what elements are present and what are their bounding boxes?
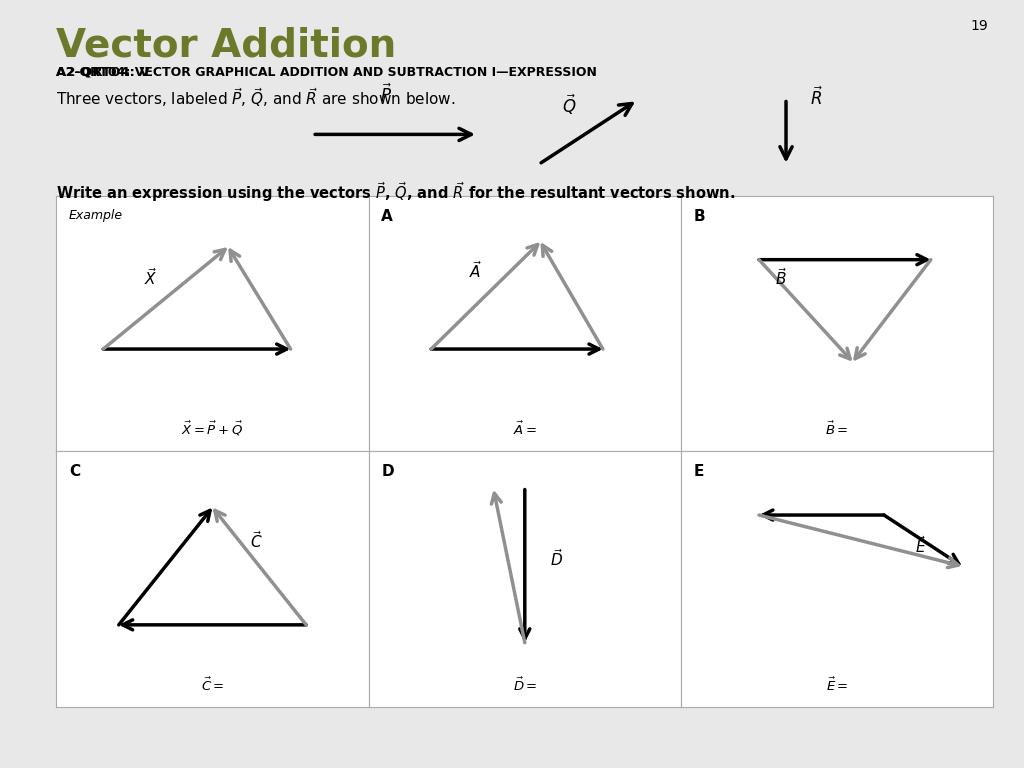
- Text: C: C: [69, 464, 80, 479]
- Text: $\vec{X} = \vec{P} + \vec{Q}$: $\vec{X} = \vec{P} + \vec{Q}$: [181, 420, 244, 439]
- Text: $\vec{A}$: $\vec{A}$: [469, 260, 481, 280]
- Text: $\vec{C} =$: $\vec{C} =$: [201, 677, 224, 694]
- Text: $\vec{R}$: $\vec{R}$: [810, 87, 823, 109]
- Text: $\vec{B}$: $\vec{B}$: [775, 267, 787, 288]
- Text: Vector Addition: Vector Addition: [56, 27, 396, 65]
- Text: $\vec{A} =$: $\vec{A} =$: [513, 421, 537, 439]
- Text: $\vec{X}$: $\vec{X}$: [143, 267, 157, 288]
- Text: 19: 19: [971, 19, 988, 33]
- Text: $\vec{E}$: $\vec{E}$: [915, 535, 927, 556]
- Text: A2-QRT04: VECTOR GRAPHICAL ADDITION AND SUBTRACTION I—EXPRESSION: A2-QRT04: VECTOR GRAPHICAL ADDITION AND …: [56, 65, 597, 78]
- Text: E: E: [693, 464, 703, 479]
- Text: $\vec{B} =$: $\vec{B} =$: [825, 421, 849, 439]
- Text: D: D: [381, 464, 394, 479]
- Text: Example: Example: [69, 209, 123, 222]
- Text: $\vec{P}$: $\vec{P}$: [380, 84, 391, 106]
- Text: A2-QRT04: V: A2-QRT04: V: [56, 65, 151, 78]
- Text: $\vec{C}$: $\vec{C}$: [250, 530, 262, 551]
- Text: $\vec{Q}$: $\vec{Q}$: [562, 92, 577, 117]
- Text: Write an expression using the vectors $\vec{P}$, $\vec{Q}$, and $\vec{R}$ for th: Write an expression using the vectors $\…: [56, 180, 735, 204]
- Text: Three vectors, labeled $\vec{P}$, $\vec{Q}$, and $\vec{R}$ are shown below.: Three vectors, labeled $\vec{P}$, $\vec{…: [56, 86, 456, 109]
- Text: B: B: [693, 209, 706, 223]
- Text: $\vec{D}$: $\vec{D}$: [550, 548, 563, 569]
- Text: $\vec{E} =$: $\vec{E} =$: [825, 677, 849, 694]
- Text: A: A: [381, 209, 393, 223]
- Text: $\vec{D} =$: $\vec{D} =$: [513, 677, 537, 694]
